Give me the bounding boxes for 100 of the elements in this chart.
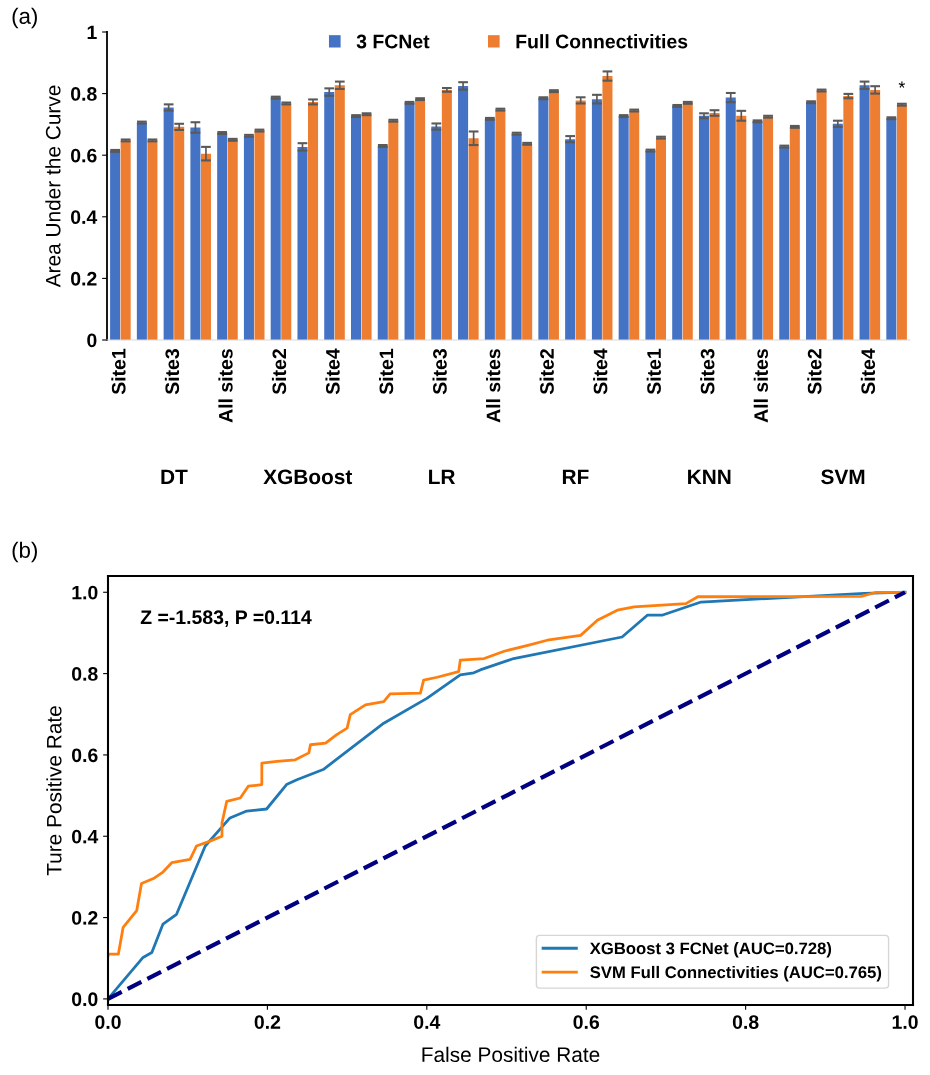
x-tick-label: 0.8 xyxy=(732,1015,759,1029)
x-tick-label: Site3 xyxy=(432,349,447,395)
y-axis-title: Ture Positive Rate xyxy=(46,706,62,876)
bar xyxy=(334,85,345,340)
bar xyxy=(709,113,720,340)
x-tick-label: Site1 xyxy=(378,348,394,395)
bar xyxy=(163,107,174,340)
bar xyxy=(682,102,693,340)
y-tick-label: 0.6 xyxy=(72,748,98,763)
bar xyxy=(575,100,586,340)
y-tick-label: 0.2 xyxy=(71,271,97,286)
bar xyxy=(377,145,388,340)
bar xyxy=(725,97,736,340)
bar xyxy=(645,150,656,340)
legend-label: 3 FCNet xyxy=(356,34,430,49)
data-label: * xyxy=(898,81,906,88)
bar xyxy=(629,110,640,340)
bar xyxy=(217,133,228,340)
bar xyxy=(324,92,335,340)
x-tick-label: Site3 xyxy=(164,349,180,395)
legend-label: SVM Full Connectivities (AUC=0.765) xyxy=(590,965,882,982)
y-tick-label: 0.8 xyxy=(71,87,97,101)
y-tick-label: 1.0 xyxy=(72,585,98,600)
x-tick-label: Site2 xyxy=(807,349,822,395)
y-tick-label: 0.2 xyxy=(72,911,98,925)
bar xyxy=(538,98,549,340)
bar xyxy=(281,103,292,340)
bar xyxy=(511,133,522,340)
text: SVM xyxy=(821,469,865,485)
y-tick-label: 0.0 xyxy=(72,992,98,1007)
y-axis-title: Area Under the Curve xyxy=(45,85,61,288)
x-tick-label: Site4 xyxy=(593,348,608,395)
bar xyxy=(806,102,817,340)
bar xyxy=(832,123,843,340)
text: XGBoost xyxy=(263,469,353,485)
bar xyxy=(843,96,854,340)
bar xyxy=(243,135,254,340)
bar xyxy=(655,137,667,340)
text: DT xyxy=(161,469,188,484)
x-tick-label: Site1 xyxy=(111,348,126,395)
bar xyxy=(672,105,683,340)
bar xyxy=(602,76,613,340)
bar xyxy=(458,85,469,340)
bar xyxy=(404,102,415,340)
x-tick-label: Site4 xyxy=(325,348,340,395)
bar xyxy=(886,118,897,340)
y-tick-label: 0.4 xyxy=(72,829,99,844)
bar xyxy=(495,109,506,340)
text: KNN xyxy=(688,469,731,484)
bar xyxy=(565,139,576,340)
legend-label: Full Connectivities xyxy=(516,34,688,49)
y-tick-label: 0.6 xyxy=(71,148,97,163)
bar xyxy=(190,127,201,340)
text: LR xyxy=(429,469,456,484)
bar xyxy=(227,139,238,340)
x-tick-label: 0.6 xyxy=(573,1015,600,1029)
x-tick-label: All sites xyxy=(218,349,233,423)
bar xyxy=(441,89,452,340)
bar xyxy=(522,143,533,340)
bar xyxy=(388,120,399,340)
x-axis-title: False Positive Rate xyxy=(422,1046,600,1063)
bar xyxy=(752,121,763,340)
bar xyxy=(484,118,495,340)
bar xyxy=(870,89,881,340)
text: (b) xyxy=(12,541,37,563)
bar xyxy=(270,97,281,340)
x-tick-label: 0.2 xyxy=(254,1015,281,1029)
bar xyxy=(200,153,211,340)
y-tick-label: 0.4 xyxy=(71,210,98,225)
bar xyxy=(297,146,308,340)
bar xyxy=(736,115,747,340)
bar xyxy=(350,116,362,340)
x-tick-label: All sites xyxy=(486,349,501,423)
bar xyxy=(779,146,790,340)
bar xyxy=(254,130,265,340)
bar xyxy=(110,150,121,340)
text: RF xyxy=(562,469,589,484)
bar xyxy=(816,90,827,340)
y-tick-label: 1 xyxy=(87,25,97,40)
x-tick-label: Site2 xyxy=(539,349,554,395)
bar xyxy=(174,126,185,340)
bar xyxy=(896,104,907,340)
y-tick-label: 0.8 xyxy=(72,667,98,681)
x-tick-label: 1.0 xyxy=(892,1015,918,1029)
bar xyxy=(308,101,319,340)
x-tick-label: Site4 xyxy=(860,348,876,395)
bar xyxy=(698,115,709,340)
x-tick-label: All sites xyxy=(753,349,768,423)
bar xyxy=(468,138,479,340)
legend-label: XGBoost 3 FCNet (AUC=0.728) xyxy=(589,942,832,958)
bar xyxy=(415,99,426,340)
bar xyxy=(120,140,131,340)
bar xyxy=(431,126,442,340)
y-tick-label: 0 xyxy=(87,333,97,348)
text: (a) xyxy=(12,7,37,29)
bar xyxy=(618,116,629,340)
bar xyxy=(789,126,800,340)
x-tick-label: 0.4 xyxy=(414,1015,441,1029)
bar xyxy=(548,91,559,340)
bar xyxy=(591,99,602,340)
